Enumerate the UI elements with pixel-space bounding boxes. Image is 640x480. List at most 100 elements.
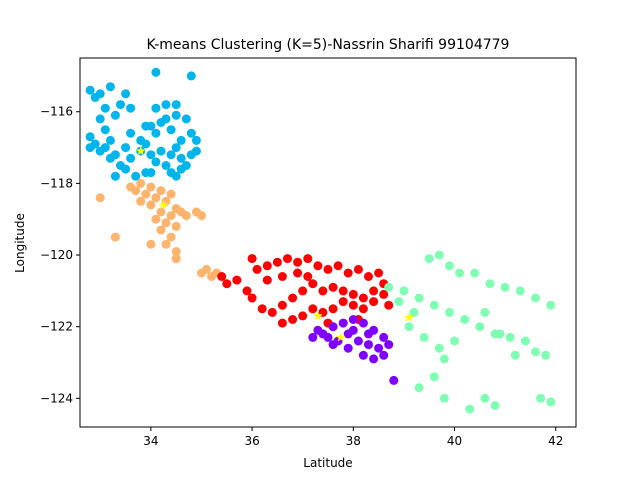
data-point <box>328 282 338 292</box>
plot-area <box>85 67 556 414</box>
data-point <box>171 254 181 264</box>
data-point <box>151 157 161 167</box>
data-point <box>434 250 444 260</box>
data-point <box>369 354 379 364</box>
data-point <box>404 322 414 332</box>
centroid-marker-4 <box>335 332 346 342</box>
data-point <box>364 272 373 281</box>
x-axis: 34 36 38 40 42 <box>143 427 563 448</box>
data-point <box>546 300 556 310</box>
x-tick-label: 34 <box>143 434 158 448</box>
data-point <box>186 128 196 138</box>
data-point <box>333 261 343 271</box>
data-point <box>151 128 161 138</box>
data-point <box>156 146 166 156</box>
y-tick-label: −120 <box>40 248 73 262</box>
data-point <box>328 304 338 314</box>
data-point <box>197 211 206 221</box>
data-point <box>161 218 171 228</box>
data-point <box>136 178 146 188</box>
data-point <box>161 100 171 110</box>
x-tick-label: 36 <box>244 434 259 448</box>
data-point <box>531 293 540 303</box>
data-point <box>298 311 308 321</box>
data-point <box>186 71 196 81</box>
chart-title: K-means Clustering (K=5)-Nassrin Sharifi… <box>147 37 510 53</box>
data-point <box>277 300 287 310</box>
data-point <box>121 164 131 174</box>
y-axis: −124 −122 −120 −118 −116 <box>40 105 80 405</box>
data-point <box>257 304 267 314</box>
data-point <box>161 114 171 124</box>
data-point <box>409 307 419 317</box>
data-point <box>283 254 292 264</box>
data-point <box>303 272 313 281</box>
data-point <box>156 207 166 217</box>
data-point <box>247 293 257 303</box>
data-point <box>531 347 540 357</box>
data-point <box>85 85 95 95</box>
cluster-5 <box>384 250 556 414</box>
data-point <box>434 343 444 353</box>
data-point <box>505 332 515 342</box>
data-point <box>348 315 358 324</box>
cluster-1 <box>85 67 201 181</box>
data-point <box>166 211 176 221</box>
data-point <box>176 164 186 174</box>
data-point <box>470 268 480 278</box>
centroid-marker-5 <box>404 312 414 322</box>
data-point <box>465 404 475 414</box>
data-point <box>131 171 141 181</box>
x-axis-label: Latitude <box>303 456 352 470</box>
data-point <box>424 254 434 264</box>
data-point <box>343 268 353 278</box>
data-point <box>384 340 394 350</box>
data-point <box>389 375 399 385</box>
data-point <box>95 193 105 203</box>
data-point <box>202 264 211 274</box>
data-point <box>161 161 171 170</box>
centroid-marker-2 <box>158 199 169 209</box>
data-point <box>171 110 181 120</box>
data-point <box>455 268 465 278</box>
data-point <box>277 318 287 328</box>
data-point <box>161 239 171 249</box>
data-point <box>379 332 389 342</box>
data-point <box>384 282 394 292</box>
data-point <box>445 261 454 271</box>
data-point <box>495 329 505 339</box>
data-point <box>546 397 556 407</box>
data-point <box>369 286 379 296</box>
data-point <box>146 150 156 160</box>
data-point <box>136 135 146 145</box>
data-point <box>166 232 176 242</box>
data-point <box>414 293 424 303</box>
data-point <box>364 329 373 339</box>
data-point <box>460 315 470 324</box>
cluster-4 <box>308 315 399 385</box>
data-point <box>500 282 510 292</box>
data-point <box>110 171 120 181</box>
data-point <box>110 232 120 242</box>
data-point <box>105 153 115 163</box>
data-point <box>323 332 333 342</box>
data-point <box>343 343 353 353</box>
data-point <box>414 383 424 393</box>
data-point <box>288 315 298 324</box>
data-point <box>222 279 232 289</box>
data-point <box>379 289 389 299</box>
data-point <box>110 110 120 120</box>
data-point <box>156 225 166 235</box>
data-point <box>308 304 318 314</box>
data-point <box>379 350 389 360</box>
data-point <box>277 272 287 281</box>
data-point <box>126 128 136 138</box>
data-point <box>313 261 323 271</box>
data-point <box>520 336 530 346</box>
data-point <box>171 100 181 110</box>
data-point <box>166 150 176 160</box>
cluster-3 <box>217 254 394 328</box>
x-tick-label: 42 <box>548 434 563 448</box>
data-point <box>308 279 318 289</box>
